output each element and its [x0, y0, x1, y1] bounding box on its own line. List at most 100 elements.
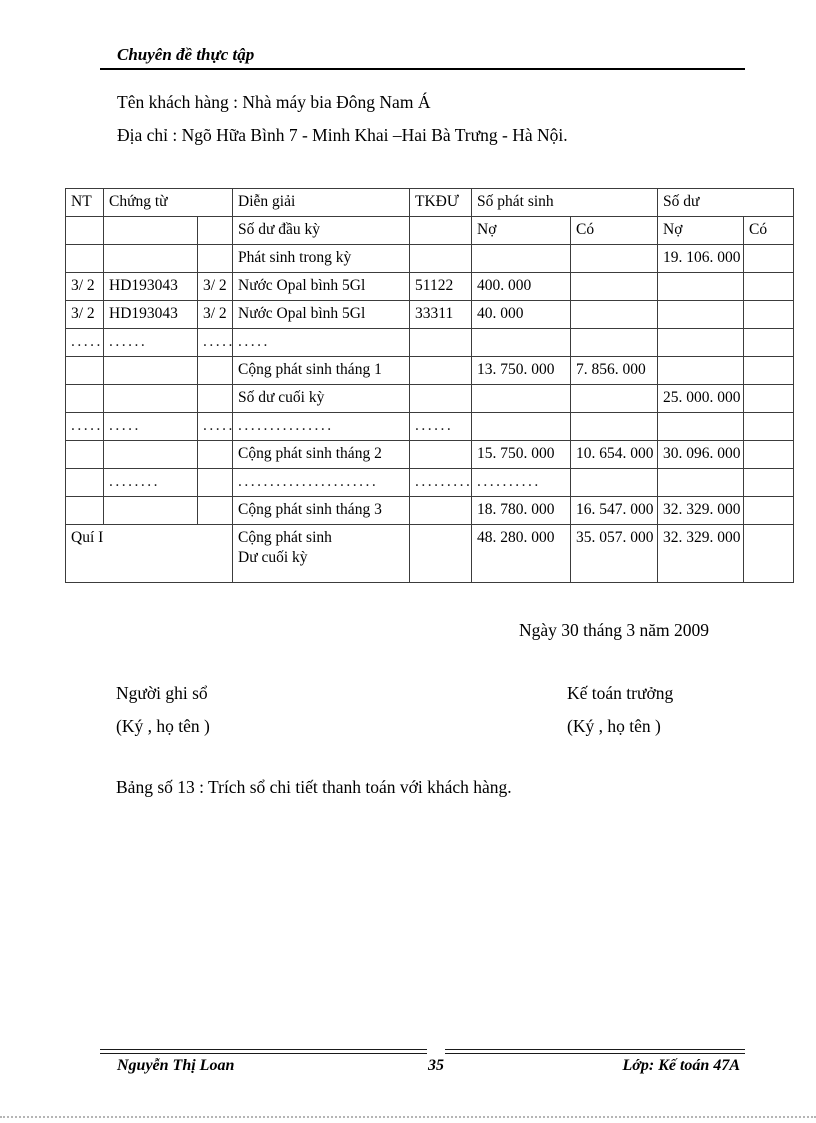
col-header-dien-giai: Diễn giải — [232, 188, 411, 217]
table-cell — [196, 356, 234, 385]
table-row: ..... ...... ..... ..... — [65, 328, 795, 357]
table-summary-row: Quí I Cộng phát sinh Dư cuối kỳ 48. 280.… — [64, 524, 795, 583]
table-cell: HD193043 — [103, 300, 198, 329]
table-cell — [103, 356, 198, 385]
table-cell — [196, 244, 234, 273]
table-cell — [743, 524, 795, 583]
table-cell: 32. 329. 000 — [657, 524, 745, 583]
table-cell — [743, 468, 795, 497]
table-cell — [743, 412, 795, 441]
table-cell — [65, 468, 104, 497]
table-cell: 18. 780. 000 — [471, 496, 572, 525]
table-cell — [196, 384, 234, 413]
table-cell — [103, 216, 198, 245]
table-cell — [657, 328, 745, 357]
table-cell: 25. 000. 000 — [657, 384, 745, 413]
table-row: ..... ..... ..... ............... ...... — [65, 412, 795, 441]
table-cell: 400. 000 — [471, 272, 572, 301]
row-label-so-du-dau-ky: Số dư đầu kỳ — [232, 216, 411, 245]
table-cell — [65, 244, 104, 273]
subcol-header-no-so-du: Nợ — [657, 216, 745, 245]
footer-rule-left — [100, 1049, 427, 1054]
customer-address-line: Địa chỉ : Ngõ Hữa Bình 7 - Minh Khai –Ha… — [117, 125, 568, 145]
table-cell — [409, 216, 473, 245]
table-cell: Nước Opal bình 5Gl — [232, 300, 411, 329]
table-row: 3/ 2 HD193043 3/ 2 Nước Opal bình 5Gl 33… — [65, 300, 795, 329]
table-cell: 51122 — [409, 272, 473, 301]
table-cell: 10. 654. 000 — [570, 440, 659, 469]
summary-line-cong-phat-sinh: Cộng phát sinh — [238, 529, 332, 546]
table-cell — [409, 384, 473, 413]
table-cell: 3/ 2 — [196, 272, 234, 301]
table-cell — [570, 328, 659, 357]
table-cell — [103, 384, 198, 413]
col-header-chung-tu: Chứng từ — [102, 188, 234, 217]
table-cell: 33311 — [409, 300, 473, 329]
table-cell — [65, 496, 104, 525]
table-cell — [196, 468, 234, 497]
table-row: Cộng phát sinh tháng 3 18. 780. 000 16. … — [65, 496, 795, 525]
table-cell — [743, 496, 795, 525]
table-cell — [570, 384, 659, 413]
footer-rule-right — [445, 1049, 745, 1054]
table-cell — [409, 440, 473, 469]
subcol-header-no-phat-sinh: Nợ — [471, 216, 572, 245]
table-caption: Bảng số 13 : Trích sổ chi tiết thanh toá… — [116, 777, 512, 797]
row-label-so-du-cuoi-ky: Số dư cuối kỳ — [232, 384, 411, 413]
table-cell — [471, 328, 572, 357]
table-cell — [570, 468, 659, 497]
signer-left-title: Người ghi sổ — [116, 683, 208, 703]
table-cell: ...................... — [232, 468, 411, 497]
table-cell — [471, 412, 572, 441]
table-cell — [743, 272, 795, 301]
table-cell — [196, 216, 234, 245]
table-cell — [743, 384, 795, 413]
table-cell — [65, 356, 104, 385]
table-row: 3/ 2 HD193043 3/ 2 Nước Opal bình 5Gl 51… — [65, 272, 795, 301]
table-cell — [657, 300, 745, 329]
table-cell — [65, 384, 104, 413]
row-label-cong-thang-1: Cộng phát sinh tháng 1 — [232, 356, 411, 385]
table-header-row: NT Chứng từ Diễn giải TKĐƯ Số phát sinh … — [65, 188, 795, 217]
table-row: Cộng phát sinh tháng 1 13. 750. 000 7. 8… — [65, 356, 795, 385]
footer-page-number: 35 — [428, 1057, 444, 1074]
running-header-title: Chuyên đề thực tập — [117, 45, 255, 64]
col-header-so-phat-sinh: Số phát sinh — [471, 188, 659, 217]
table-cell — [196, 496, 234, 525]
row-label-qui-1: Quí I — [64, 524, 234, 583]
table-cell: Nước Opal bình 5Gl — [232, 272, 411, 301]
table-cell — [409, 496, 473, 525]
signer-left-note: (Ký , họ tên ) — [116, 716, 210, 736]
table-cell: ...... — [103, 328, 198, 357]
table-cell — [65, 440, 104, 469]
table-cell: ..... — [196, 328, 234, 357]
table-cell — [570, 412, 659, 441]
table-cell — [657, 356, 745, 385]
table-cell — [570, 272, 659, 301]
row-label-cong-thang-2: Cộng phát sinh tháng 2 — [232, 440, 411, 469]
table-cell: 19. 106. 000 — [657, 244, 745, 273]
table-cell — [743, 328, 795, 357]
table-cell: ........ — [103, 468, 198, 497]
table-row: Số dư cuối kỳ 25. 000. 000 — [65, 384, 795, 413]
table-cell — [743, 440, 795, 469]
date-line: Ngày 30 tháng 3 năm 2009 — [519, 620, 710, 640]
table-cell: 16. 547. 000 — [570, 496, 659, 525]
table-cell — [657, 468, 745, 497]
page-bottom-border — [0, 1116, 816, 1118]
table-cell — [65, 216, 104, 245]
table-cell — [471, 384, 572, 413]
col-header-nt: NT — [65, 188, 104, 217]
table-cell: ...... — [409, 412, 473, 441]
table-cell: 7. 856. 000 — [570, 356, 659, 385]
table-cell — [409, 328, 473, 357]
table-cell: 40. 000 — [471, 300, 572, 329]
table-cell — [471, 244, 572, 273]
table-row: ........ ...................... ........… — [65, 468, 795, 497]
row-label-phat-sinh-trong-ky: Phát sinh trong kỳ — [232, 244, 411, 273]
table-cell: 3/ 2 — [65, 272, 104, 301]
signer-right-title: Kế toán trưởng — [567, 683, 674, 703]
table-cell: 30. 096. 000 — [657, 440, 745, 469]
table-cell — [409, 524, 473, 583]
col-header-so-du: Số dư — [657, 188, 795, 217]
